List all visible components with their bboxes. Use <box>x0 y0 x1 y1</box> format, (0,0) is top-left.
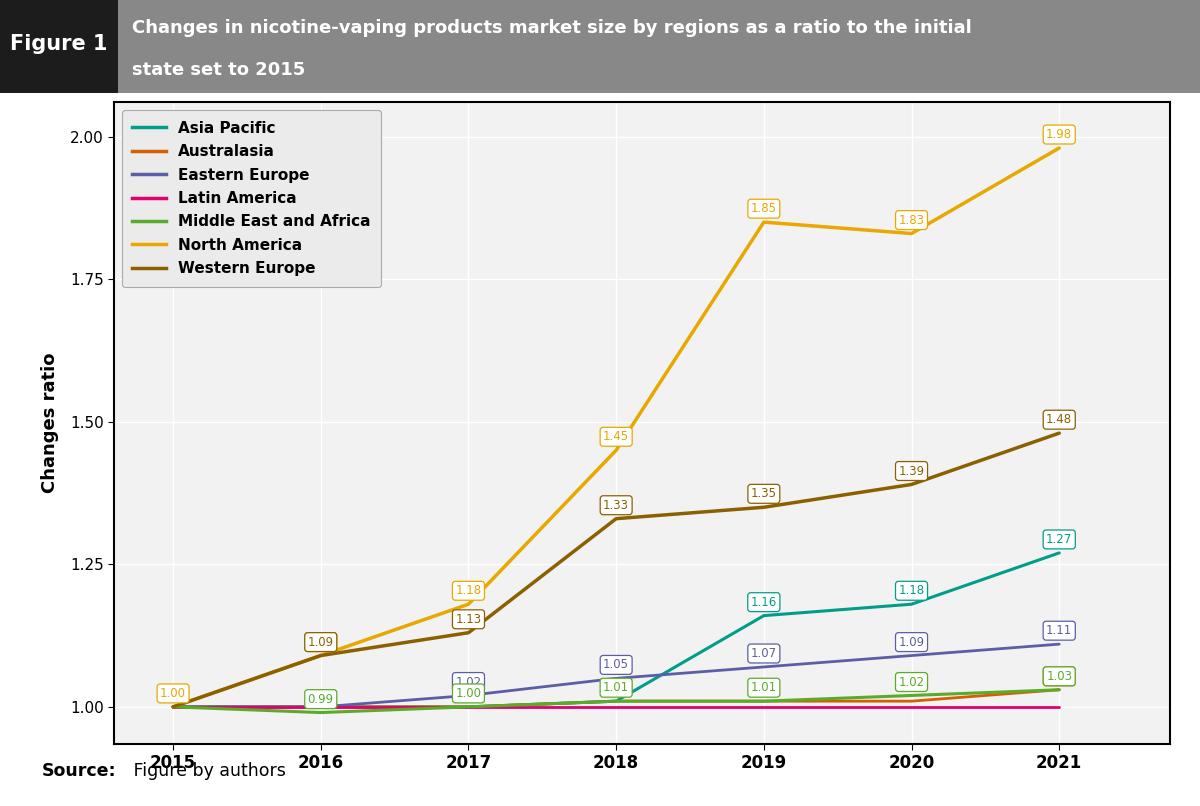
Text: 1.02: 1.02 <box>455 675 481 688</box>
Text: 0.99: 0.99 <box>307 692 334 705</box>
Text: 1.03: 1.03 <box>1046 670 1073 683</box>
Text: 1.05: 1.05 <box>604 659 629 671</box>
Y-axis label: Changes ratio: Changes ratio <box>41 353 59 493</box>
Text: 1.33: 1.33 <box>604 499 629 512</box>
Text: 1.03: 1.03 <box>1046 670 1073 683</box>
Text: 1.01: 1.01 <box>751 681 776 694</box>
Text: 1.98: 1.98 <box>1046 128 1073 141</box>
Text: 1.01: 1.01 <box>604 681 629 694</box>
Bar <box>0 0 118 93</box>
Text: 1.09: 1.09 <box>899 636 925 649</box>
Text: 1.11: 1.11 <box>1046 624 1073 638</box>
Text: 1.02: 1.02 <box>899 675 925 688</box>
Legend: Asia Pacific, Australasia, Eastern Europe, Latin America, Middle East and Africa: Asia Pacific, Australasia, Eastern Europ… <box>121 110 382 287</box>
Text: 1.45: 1.45 <box>604 430 629 443</box>
Text: 1.27: 1.27 <box>1046 533 1073 546</box>
Text: 1.09: 1.09 <box>307 636 334 649</box>
Text: 1.13: 1.13 <box>455 613 481 625</box>
Text: state set to 2015: state set to 2015 <box>132 60 305 78</box>
Text: 1.83: 1.83 <box>899 214 924 226</box>
Text: 1.85: 1.85 <box>751 202 776 215</box>
Text: 1.07: 1.07 <box>751 647 776 660</box>
Text: Figure by authors: Figure by authors <box>128 762 287 780</box>
Text: 1.09: 1.09 <box>307 636 334 649</box>
Text: Changes in nicotine-vaping products market size by regions as a ratio to the ini: Changes in nicotine-vaping products mark… <box>132 19 972 37</box>
Text: 1.16: 1.16 <box>751 596 776 609</box>
Text: 1.18: 1.18 <box>455 584 481 597</box>
Text: 1.18: 1.18 <box>899 584 925 597</box>
Text: Figure 1: Figure 1 <box>10 35 108 55</box>
Text: Source:: Source: <box>42 762 116 780</box>
Text: 1.00: 1.00 <box>456 687 481 700</box>
Text: 1.00: 1.00 <box>160 687 186 700</box>
Text: 1.48: 1.48 <box>1046 413 1073 426</box>
Text: 1.35: 1.35 <box>751 488 776 501</box>
Text: 1.39: 1.39 <box>899 464 925 477</box>
